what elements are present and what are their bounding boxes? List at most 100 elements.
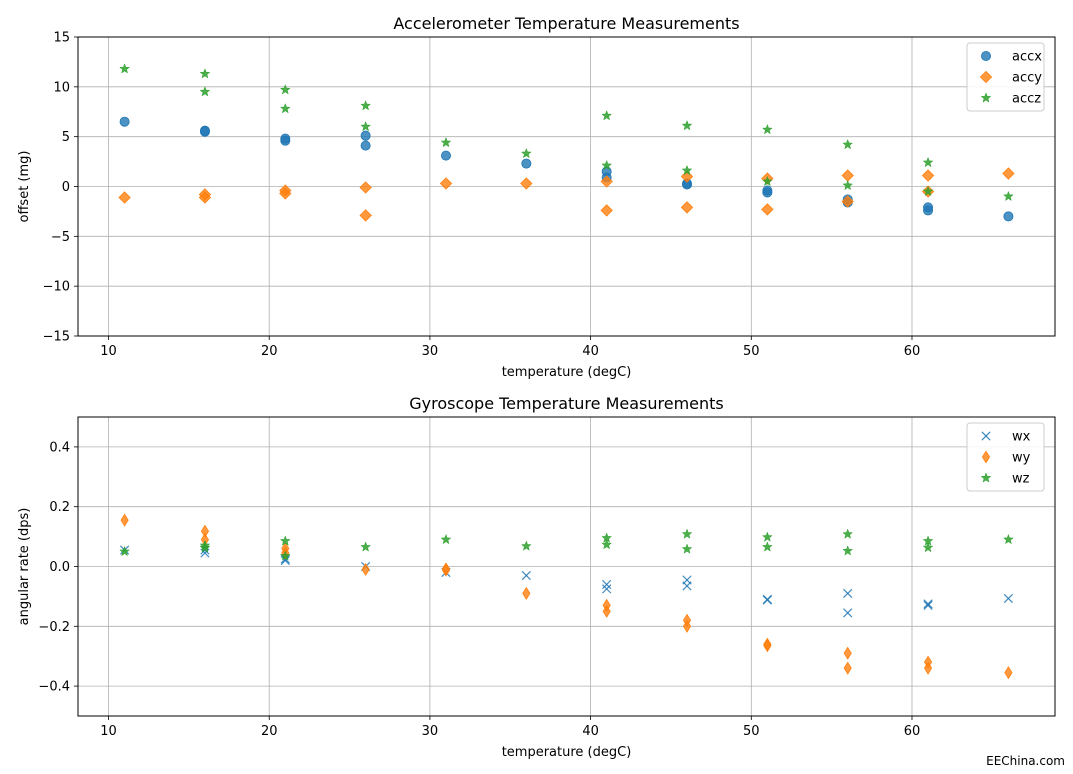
data-point-wz (842, 545, 854, 556)
x-tick-label: 60 (904, 724, 921, 739)
plot-frame (77, 36, 1056, 337)
data-point-wy (602, 604, 611, 618)
data-point-accy (279, 187, 292, 200)
legend-entry-wy: wy (1012, 451, 1031, 466)
legend-marker-accy (979, 70, 993, 84)
data-point-wz (119, 545, 131, 557)
legend: wx wy wz (966, 422, 1045, 492)
data-point-accz (601, 110, 613, 121)
data-point-accy (359, 181, 372, 194)
data-point-wz (842, 528, 854, 539)
data-point-accz (279, 103, 291, 114)
y-tick-label: 0 (62, 180, 70, 195)
data-point-wx-stroke-b (602, 584, 612, 594)
data-point-wx-stroke-b (843, 608, 853, 618)
data-point-wy (522, 586, 531, 600)
legend-marker-wy (981, 450, 991, 464)
y-tick-label: −0.4 (38, 680, 70, 695)
data-point-wz (360, 541, 372, 552)
x-axis-label: temperature (degC) (502, 365, 632, 380)
data-point-wx-stroke-b (923, 599, 933, 609)
data-point-wx (521, 570, 531, 581)
y-tick-label: 15 (53, 31, 70, 46)
data-point-accx (440, 150, 451, 161)
x-tick-label: 30 (422, 724, 439, 739)
y-axis-label: angular rate (dps) (17, 508, 32, 626)
data-point-accy (520, 177, 533, 190)
x-tick-label: 50 (743, 724, 760, 739)
series-accz (119, 63, 1014, 202)
x-tick-label: 30 (422, 344, 439, 359)
data-point-accy (1002, 167, 1015, 180)
data-point-accz (520, 147, 532, 159)
legend-marker-wx-stroke-b (981, 431, 991, 441)
legend-entry-wx: wx (1012, 430, 1031, 445)
data-point-wz (520, 540, 532, 551)
series-wx (119, 545, 1014, 618)
data-point-accx (280, 133, 291, 144)
data-point-wz (761, 541, 773, 552)
series-accx (119, 116, 1014, 222)
data-point-accy (198, 188, 212, 201)
data-point-wy (763, 639, 772, 653)
plot-frame (77, 416, 1056, 717)
data-point-accx (199, 125, 210, 136)
data-point-wx (682, 581, 692, 591)
data-point-wx-stroke-b (602, 579, 612, 590)
data-point-wz (279, 535, 291, 546)
x-tick-label: 20 (261, 344, 278, 359)
data-point-wz (601, 538, 613, 550)
data-point-wz (1002, 533, 1014, 545)
data-point-wx-stroke-b (1003, 593, 1014, 604)
legend-marker-accz (980, 92, 992, 103)
x-tick-label: 40 (582, 344, 599, 359)
data-point-wx (923, 599, 933, 609)
data-point-accx (923, 205, 934, 216)
y-tick-label: 5 (62, 130, 70, 145)
data-point-accz (199, 86, 211, 97)
data-point-wx (923, 600, 933, 610)
data-point-wx-stroke-b (200, 548, 210, 558)
data-point-accy (841, 195, 854, 208)
legend: accx accy accz (966, 42, 1045, 112)
data-point-accz (1002, 190, 1014, 202)
data-point-wx (843, 608, 853, 618)
data-point-accz (681, 164, 693, 176)
data-point-accz (440, 136, 452, 148)
legend-marker-wx (981, 431, 991, 441)
data-point-accz (842, 138, 854, 150)
data-point-wx (1003, 593, 1014, 604)
watermark: EEChina.com (986, 754, 1065, 768)
data-point-wx-stroke-b (682, 581, 692, 591)
legend-box (966, 422, 1045, 492)
data-point-accy (680, 201, 694, 214)
y-tick-label: 10 (53, 80, 70, 95)
legend-entry-wz: wz (1012, 472, 1030, 487)
legend-entry-accx: accx (1012, 50, 1042, 65)
data-point-wz (199, 542, 211, 553)
data-point-accz (681, 119, 693, 131)
data-point-wx-stroke-b (280, 555, 290, 566)
series-wy (120, 513, 1013, 680)
data-point-wy (441, 563, 451, 577)
data-point-wx-stroke-b (843, 588, 853, 599)
data-point-wz (440, 533, 452, 545)
data-point-wx (762, 595, 772, 605)
y-axis-label: offset (mg) (17, 151, 32, 223)
chart-2: Gyroscope Temperature Measurements 10 20 30… (17, 394, 1056, 760)
data-point-wx (602, 584, 612, 594)
data-point-wx-stroke-b (923, 600, 933, 610)
data-point-wy (361, 562, 370, 577)
data-point-wz (761, 531, 773, 542)
x-tick-label: 10 (100, 344, 117, 359)
y-tick-label: −5 (51, 230, 70, 245)
data-point-accx (1003, 211, 1014, 222)
chart-1-title: Accelerometer Temperature Measurements (393, 14, 739, 33)
data-point-accy (600, 175, 613, 188)
data-point-wy (843, 646, 852, 660)
data-point-wz (681, 528, 693, 539)
data-point-accx (521, 158, 532, 169)
data-point-wx-stroke-b (762, 595, 772, 605)
data-point-wy (843, 661, 852, 675)
